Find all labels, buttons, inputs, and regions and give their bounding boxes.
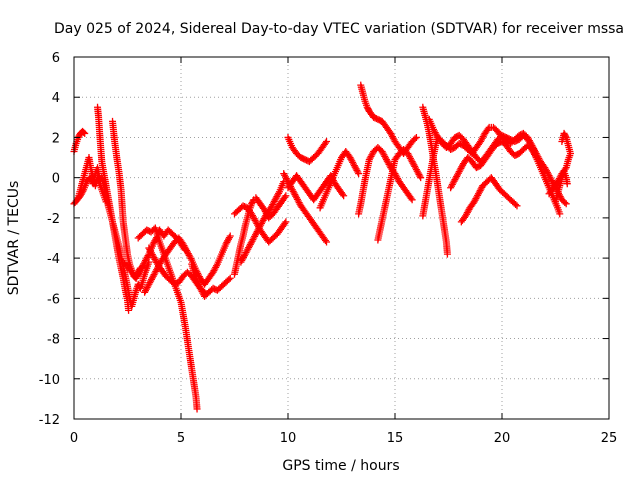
- data-point: [411, 135, 419, 143]
- data-point: [187, 255, 195, 263]
- y-tick-label: -8: [47, 333, 60, 348]
- x-tick-label: 10: [280, 431, 297, 446]
- data-point: [531, 152, 539, 160]
- data-point: [355, 170, 363, 178]
- data-point: [323, 238, 331, 246]
- data-point: [275, 189, 283, 197]
- data-point: [282, 192, 290, 200]
- data-point: [556, 210, 564, 218]
- sat-track-27: [545, 129, 574, 198]
- y-tick-label: -4: [47, 252, 60, 267]
- sat-track-25: [457, 174, 521, 226]
- data-point: [340, 192, 348, 200]
- data-point: [125, 306, 133, 314]
- data-point: [193, 405, 201, 413]
- sat-track-21: [374, 146, 425, 244]
- sat-track-15: [284, 133, 331, 166]
- sat-track-4: [94, 103, 133, 314]
- y-tick-label: -2: [47, 212, 60, 227]
- y-tick-label: 6: [52, 51, 60, 66]
- data-point: [408, 196, 416, 204]
- data-point: [416, 172, 424, 180]
- sat-track-10: [188, 260, 234, 300]
- x-tick-label: 0: [70, 431, 78, 446]
- sat-track-5: [109, 117, 144, 282]
- chart-title: Day 025 of 2024, Sidereal Day-to-day VTE…: [54, 21, 624, 37]
- data-point: [562, 200, 570, 208]
- data-point: [226, 274, 234, 282]
- x-tick-label: 5: [177, 431, 185, 446]
- x-tick-label: 20: [494, 431, 511, 446]
- data-point: [213, 262, 221, 270]
- data-point: [323, 137, 331, 145]
- axis-ticks: [73, 56, 610, 420]
- sat-track-9: [141, 232, 234, 296]
- data-point: [484, 125, 492, 133]
- data-point: [412, 133, 420, 141]
- y-tick-label: 2: [52, 131, 60, 146]
- y-tick-label: 4: [52, 91, 60, 106]
- sat-track-13: [237, 178, 288, 266]
- data-point: [563, 180, 571, 188]
- y-tick-label: -12: [39, 413, 60, 428]
- data-point: [512, 200, 520, 208]
- data-point: [354, 168, 362, 176]
- data-point: [225, 276, 233, 284]
- sat-track-18: [316, 148, 363, 212]
- y-tick-label: 0: [52, 172, 60, 187]
- y-tick-labels: -12 -10 -8 -6 -4 -2 0 2 4 6: [39, 51, 60, 428]
- data-point: [225, 234, 233, 242]
- sat-track-14: [252, 192, 290, 222]
- sat-track-26: [447, 137, 540, 192]
- y-axis-label: SDTVAR / TECUs: [6, 181, 22, 296]
- data-point: [561, 198, 569, 206]
- data-point: [81, 129, 89, 137]
- data-point: [281, 193, 289, 201]
- data-point: [281, 219, 289, 227]
- x-axis-label: GPS time / hours: [282, 458, 399, 474]
- sat-track-11: [231, 196, 258, 278]
- data-point: [417, 174, 425, 182]
- sat-track-3: [74, 154, 110, 206]
- sat-track-22: [419, 103, 451, 258]
- data-point: [513, 202, 521, 210]
- data-point: [321, 237, 329, 245]
- data-point: [532, 154, 540, 162]
- data-point: [443, 250, 451, 258]
- data-point: [321, 139, 329, 147]
- data-point: [80, 128, 88, 136]
- sat-track-19: [357, 81, 420, 158]
- data-point: [339, 190, 347, 198]
- sat-track-24: [419, 123, 564, 220]
- sat-track-2: [70, 127, 89, 156]
- data-points: [70, 81, 574, 413]
- x-tick-label: 25: [601, 431, 618, 446]
- data-point: [407, 194, 415, 202]
- data-point: [226, 232, 234, 240]
- x-tick-labels: 0 5 10 15 20 25: [70, 431, 617, 446]
- data-point: [558, 137, 566, 145]
- x-tick-label: 15: [387, 431, 404, 446]
- plot-frame: [73, 56, 610, 420]
- sat-track-28: [552, 168, 571, 206]
- y-tick-label: -10: [39, 373, 60, 388]
- data-point: [282, 218, 290, 226]
- y-tick-label: -6: [47, 292, 60, 307]
